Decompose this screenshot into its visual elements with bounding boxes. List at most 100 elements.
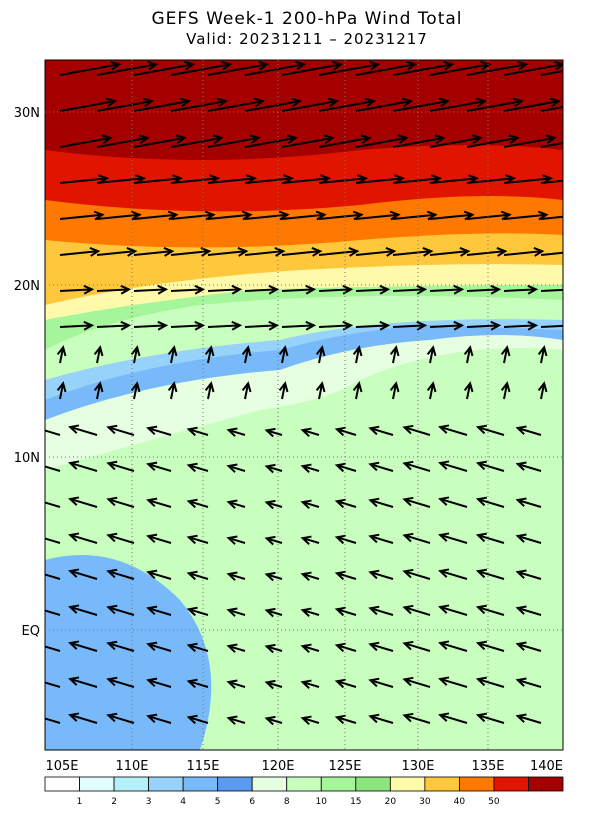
wind-arrow	[170, 60, 233, 76]
wind-arrow	[540, 324, 563, 328]
wind-arrow	[106, 460, 135, 472]
wind-arrow	[45, 717, 61, 724]
wind-arrow	[402, 676, 431, 688]
wind-arrow	[170, 284, 206, 295]
colorbar-swatch	[182, 776, 219, 792]
wind-arrow	[106, 568, 135, 580]
wind-arrow	[186, 498, 209, 509]
wind-arrow	[540, 288, 563, 292]
wind-arrow	[392, 60, 455, 76]
wind-arrow	[45, 429, 61, 436]
wind-arrow	[241, 345, 252, 364]
wind-arrow	[540, 215, 563, 220]
wind-arrow	[368, 497, 394, 508]
wind-arrow	[426, 345, 437, 364]
wind-arrow	[96, 247, 138, 257]
wind-arrow	[106, 604, 135, 616]
wind-arrow	[352, 381, 363, 400]
wind-arrow	[264, 643, 283, 654]
wind-arrow	[540, 179, 563, 184]
colorbar-label: 3	[146, 797, 152, 807]
wind-arrow	[204, 381, 215, 400]
lat-label: 20N	[14, 279, 40, 294]
lon-label: 120E	[261, 759, 294, 774]
wind-arrow	[264, 535, 283, 546]
wind-arrow	[355, 320, 391, 331]
wind-arrow	[68, 460, 98, 472]
wind-arrow	[226, 607, 246, 617]
wind-arrow	[475, 568, 505, 580]
wind-arrow	[59, 320, 95, 331]
wind-arrow	[59, 247, 101, 257]
wind-arrow	[244, 134, 298, 148]
wind-arrow	[45, 645, 61, 652]
wind-arrow	[133, 284, 169, 295]
wind-arrow	[278, 345, 289, 364]
wind-arrow	[96, 134, 150, 148]
wind-arrow	[226, 499, 246, 509]
colorbar-swatch	[355, 776, 391, 792]
wind-arrow	[281, 174, 332, 184]
wind-arrow	[241, 381, 252, 400]
wind-arrow	[515, 497, 542, 508]
wind-arrow	[226, 535, 246, 545]
wind-arrow	[392, 284, 428, 295]
wind-arrow	[515, 461, 542, 472]
wind-arrow	[133, 174, 184, 184]
wind-arrow	[475, 640, 505, 652]
wind-arrow	[133, 134, 187, 148]
wind-arrow	[186, 606, 209, 617]
wind-arrow	[429, 97, 487, 112]
lon-label: 125E	[328, 759, 361, 774]
wind-arrow	[207, 247, 249, 257]
wind-arrow	[402, 640, 431, 652]
wind-arrow	[334, 714, 357, 725]
wind-arrow	[45, 681, 61, 688]
wind-arrow	[392, 134, 446, 148]
wind-arrow	[475, 676, 505, 688]
wind-arrow	[264, 607, 283, 618]
wind-arrow	[68, 424, 98, 436]
title: GEFS Week-1 200-hPa Wind Total	[151, 9, 462, 29]
wind-arrow	[515, 425, 542, 436]
wind-arrow	[106, 496, 135, 508]
wind-arrow	[68, 676, 98, 688]
wind-arrow	[503, 247, 545, 257]
wind-arrow	[368, 641, 394, 652]
wind-arrow	[438, 712, 468, 724]
wind-arrow	[368, 425, 394, 436]
wind-arrow	[167, 381, 178, 400]
colorbar-label: 15	[350, 797, 361, 807]
wind-arrow	[278, 381, 289, 400]
wind-arrow	[466, 174, 517, 184]
wind-arrow	[466, 247, 508, 257]
wind-arrow	[244, 60, 307, 76]
wind-arrow	[475, 604, 505, 616]
wind-arrow	[281, 97, 339, 112]
wind-arrow	[515, 641, 542, 652]
wind-arrow	[368, 569, 394, 580]
wind-arrow	[96, 284, 132, 295]
wind-arrow	[355, 210, 401, 221]
wind-arrow	[59, 134, 113, 148]
wind-arrow	[68, 532, 98, 544]
wind-arrow	[146, 713, 172, 724]
wind-arrow	[392, 247, 434, 257]
wind-arrow	[244, 174, 295, 184]
colorbar-label: 1	[77, 797, 83, 807]
colorbar-swatch	[458, 776, 495, 792]
wind-arrow	[186, 570, 209, 581]
wind-arrow	[106, 712, 135, 724]
wind-arrow	[438, 532, 468, 544]
colorbar-label: 20	[385, 797, 397, 807]
wind-arrow	[515, 713, 542, 724]
wind-arrow	[389, 381, 400, 400]
wind-arrow	[264, 715, 283, 726]
wind-arrow	[207, 320, 243, 331]
wind-arrow	[334, 462, 357, 473]
wind-arrow	[300, 499, 320, 509]
wind-arrow	[402, 496, 431, 508]
wind-arrow	[207, 210, 253, 221]
wind-arrow	[466, 60, 529, 76]
wind-arrow	[503, 97, 561, 112]
